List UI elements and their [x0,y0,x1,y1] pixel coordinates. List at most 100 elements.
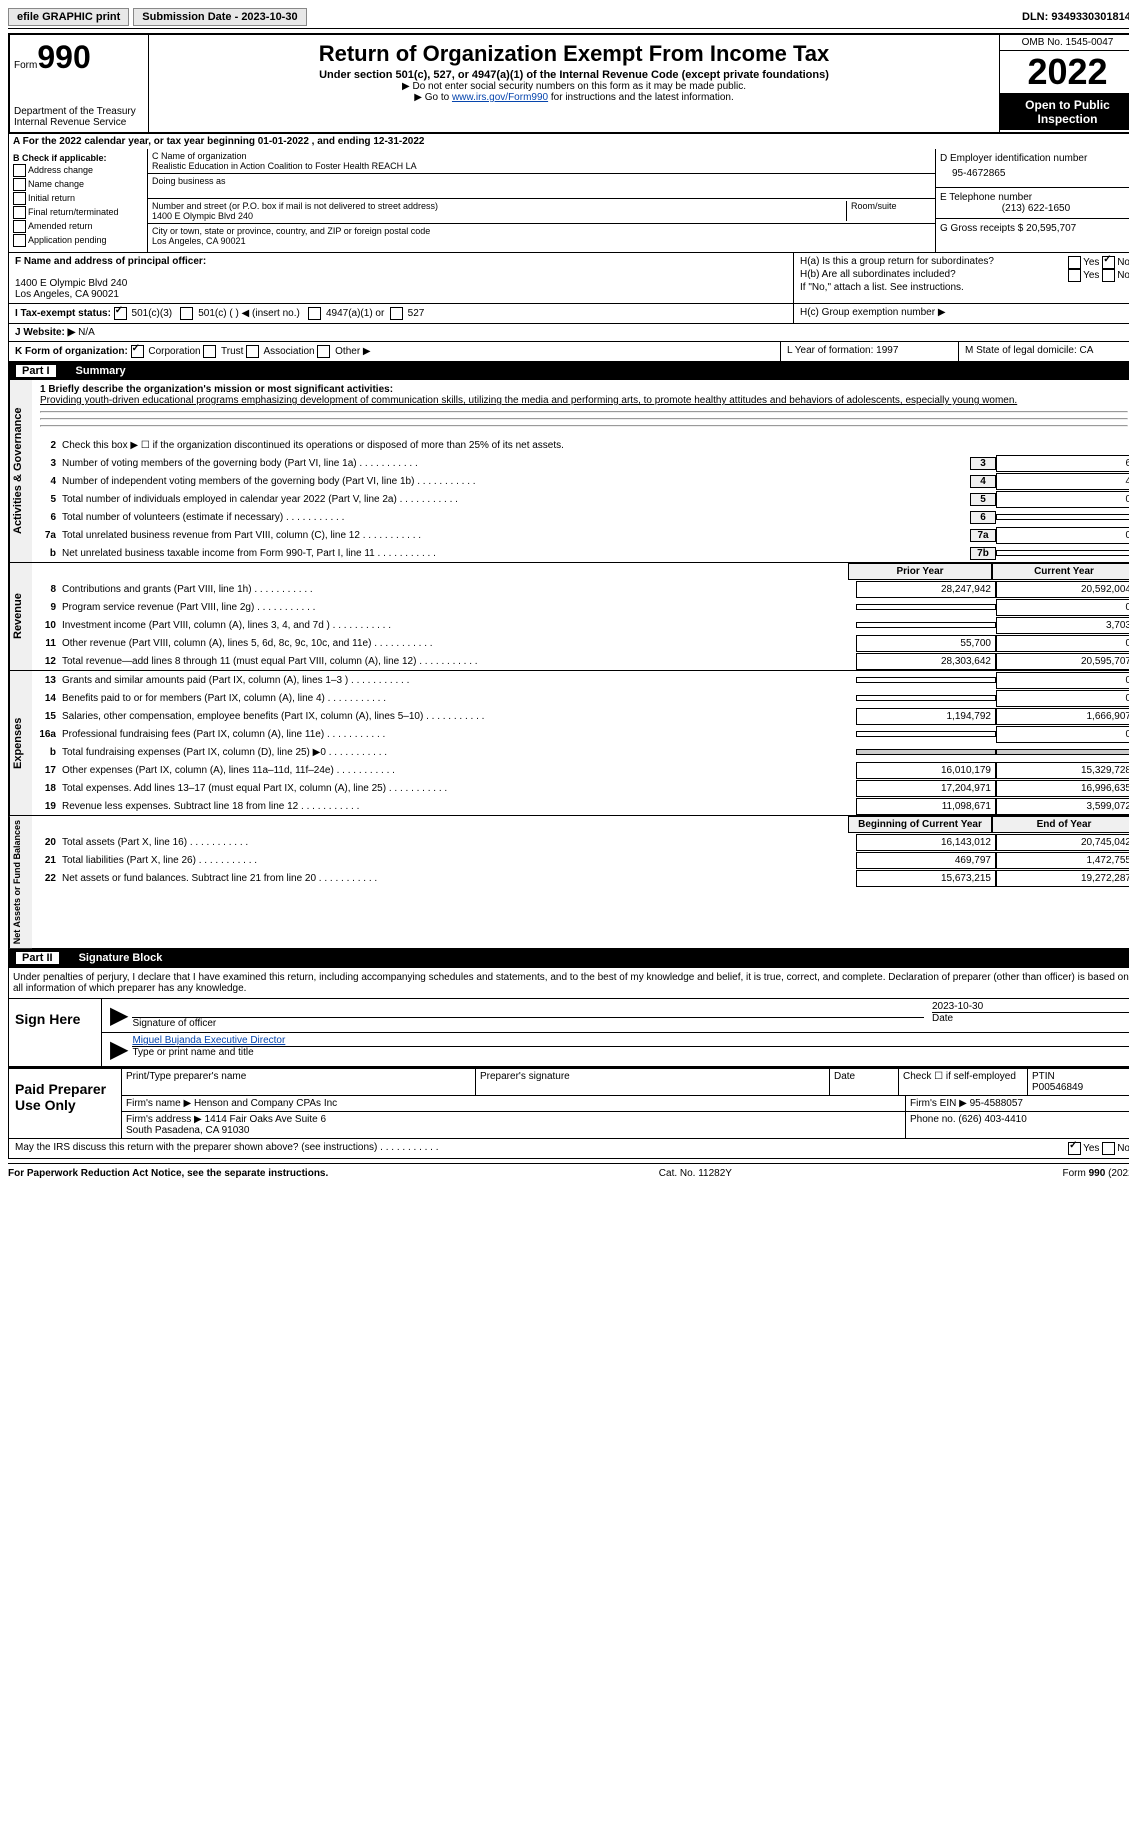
note-link: ▶ Go to www.irs.gov/Form990 for instruct… [153,92,995,103]
addr-label: Number and street (or P.O. box if mail i… [152,201,846,211]
sig-date: 2023-10-30 [932,1001,1129,1013]
city-row: City or town, state or province, country… [148,224,935,248]
group-return: H(a) Is this a group return for subordin… [793,253,1129,303]
check-initial[interactable]: Initial return [13,192,143,205]
line-19: 19 Revenue less expenses. Subtract line … [32,797,1129,815]
website-value: N/A [78,327,95,338]
gross-receipts: G Gross receipts $ 20,595,707 [936,219,1129,238]
section-a: B Check if applicable: Address change Na… [8,149,1129,253]
vert-revenue: Revenue [9,563,32,670]
state-domicile: M State of legal domicile: CA [958,342,1129,361]
irs-link[interactable]: www.irs.gov/Form990 [452,92,548,103]
discuss-yes[interactable] [1068,1142,1081,1155]
line-18: 18 Total expenses. Add lines 13–17 (must… [32,779,1129,797]
form-header: Form990 Department of the Treasury Inter… [8,33,1129,134]
mission-block: 1 Briefly describe the organization's mi… [32,380,1129,436]
check-trust[interactable] [203,345,216,358]
part1-num: Part I [16,365,56,377]
check-final[interactable]: Final return/terminated [13,206,143,219]
check-501c[interactable] [180,307,193,320]
f-label: F Name and address of principal officer: [15,256,206,267]
line-4: 4 Number of independent voting members o… [32,472,1129,490]
header-right: OMB No. 1545-0047 2022 Open to Public In… [999,35,1129,132]
type-name-label: Type or print name and title [132,1047,1129,1058]
officer-name[interactable]: Miguel Bujanda Executive Director [132,1035,285,1046]
form-label: Form [14,60,37,71]
line-8: 8 Contributions and grants (Part VIII, l… [32,580,1129,598]
line-13: 13 Grants and similar amounts paid (Part… [32,671,1129,689]
line-17: 17 Other expenses (Part IX, column (A), … [32,761,1129,779]
calendar-year: A For the 2022 calendar year, or tax yea… [8,134,1129,149]
check-other[interactable] [317,345,330,358]
dept-label: Department of the Treasury Internal Reve… [14,106,144,128]
sig-officer-label: Signature of officer [132,1018,924,1029]
check-corp[interactable] [131,345,144,358]
check-address[interactable]: Address change [13,164,143,177]
line-3: 3 Number of voting members of the govern… [32,454,1129,472]
check-assoc[interactable] [246,345,259,358]
arrow-icon: ▶ [106,1035,132,1064]
website-row: J Website: ▶ N/A [9,324,1129,341]
check-name[interactable]: Name change [13,178,143,191]
line-12: 12 Total revenue—add lines 8 through 11 … [32,652,1129,670]
prep-date-label: Date [830,1069,899,1095]
note-ssn: ▶ Do not enter social security numbers o… [153,81,995,92]
firm-phone: Phone no. (626) 403-4410 [906,1112,1129,1138]
submission-date: Submission Date - 2023-10-30 [133,8,306,26]
check-amended[interactable]: Amended return [13,220,143,233]
prep-sig-label: Preparer's signature [476,1069,830,1095]
line-11: 11 Other revenue (Part VIII, column (A),… [32,634,1129,652]
line-22: 22 Net assets or fund balances. Subtract… [32,869,1129,887]
discuss-no[interactable] [1102,1142,1115,1155]
firm-ein: Firm's EIN ▶ 95-4588057 [906,1096,1129,1111]
vert-net: Net Assets or Fund Balances [9,816,32,948]
signature-block: Under penalties of perjury, I declare th… [8,967,1129,1068]
firm-name-label: Firm's name ▶ [126,1098,191,1109]
header-left: Form990 Department of the Treasury Inter… [10,35,149,132]
ptin-label: PTIN [1032,1071,1055,1082]
self-employed: Check ☐ if self-employed [899,1069,1028,1095]
end-year-header: End of Year [992,816,1129,833]
check-527[interactable] [390,307,403,320]
phone-label: E Telephone number [940,192,1129,203]
line2: 2 Check this box ▶ ☐ if the organization… [32,436,1129,454]
year-formation: L Year of formation: 1997 [780,342,958,361]
line1-label: 1 Briefly describe the organization's mi… [40,384,393,395]
note2-pre: ▶ Go to [414,92,452,103]
vert-expenses: Expenses [9,671,32,815]
city-value: Los Angeles, CA 90021 [152,236,931,246]
room-label: Room/suite [846,201,931,221]
paid-prep-label: Paid Preparer Use Only [9,1069,122,1138]
discuss-label: May the IRS discuss this return with the… [15,1142,1068,1155]
line-15: 15 Salaries, other compensation, employe… [32,707,1129,725]
net-assets-section: Net Assets or Fund Balances Beginning of… [8,816,1129,949]
hc-label: H(c) Group exemption number ▶ [793,304,1129,323]
hb-label: H(b) Are all subordinates included? [800,269,956,282]
line-9: 9 Program service revenue (Part VIII, li… [32,598,1129,616]
form-title: Return of Organization Exempt From Incom… [153,41,995,67]
vert-activities: Activities & Governance [9,380,32,562]
mission-text: Providing youth-driven educational progr… [40,395,1017,406]
check-pending[interactable]: Application pending [13,234,143,247]
phone-value: (213) 622-1650 [940,203,1129,214]
line-20: 20 Total assets (Part X, line 16) 16,143… [32,833,1129,851]
efile-button[interactable]: efile GRAPHIC print [8,8,129,26]
check-501c3[interactable] [114,307,127,320]
line-b: b Total fundraising expenses (Part IX, c… [32,743,1129,761]
officer-block: F Name and address of principal officer:… [9,253,793,303]
form-org: K Form of organization: Corporation Trus… [9,342,780,361]
expenses-section: Expenses 13 Grants and similar amounts p… [8,671,1129,816]
inspection-label: Open to Public Inspection [1000,94,1129,130]
part1-name: Summary [76,365,126,377]
ha-label: H(a) Is this a group return for subordin… [800,256,994,269]
col-b: B Check if applicable: Address change Na… [9,149,148,252]
hb-note: If "No," attach a list. See instructions… [800,282,1129,293]
check-4947[interactable] [308,307,321,320]
discuss-row: May the IRS discuss this return with the… [8,1139,1129,1159]
top-bar: efile GRAPHIC print Submission Date - 20… [8,8,1129,29]
activities-governance: Activities & Governance 1 Briefly descri… [8,380,1129,563]
part2-header: Part II Signature Block [8,949,1129,967]
line-7a: 7a Total unrelated business revenue from… [32,526,1129,544]
print-name-label: Print/Type preparer's name [122,1069,476,1095]
org-name-row: C Name of organization Realistic Educati… [148,149,935,174]
